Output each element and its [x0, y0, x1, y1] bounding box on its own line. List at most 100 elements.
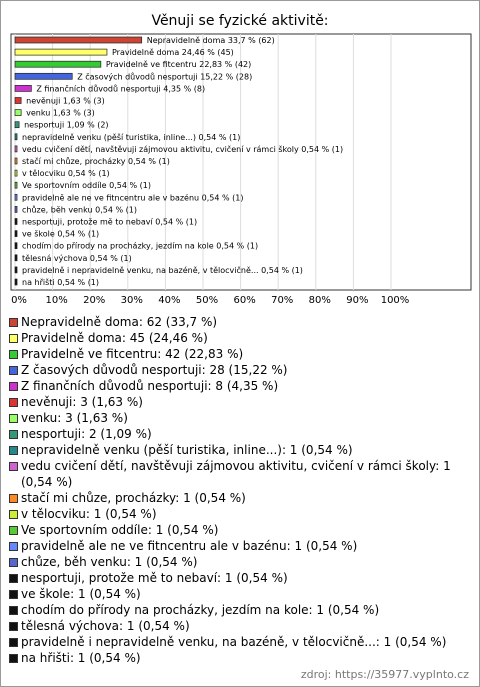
- legend-swatch: [9, 334, 18, 343]
- x-tick-label: 40%: [158, 295, 180, 306]
- legend-label: venku: 3 (1,63 %): [21, 411, 128, 425]
- bar-category: chůze, běh venku: [22, 204, 93, 214]
- x-tick-label: 90%: [346, 295, 368, 306]
- bar: [14, 157, 18, 165]
- bar-value-label: 0,54 % (1): [155, 217, 197, 226]
- bar-category: venku: [26, 108, 50, 117]
- bar-category: nesportuji: [24, 120, 64, 129]
- bar-label: chodím do přírody na procházky, jezdím n…: [22, 241, 258, 250]
- legend-swatch: [9, 510, 18, 519]
- bar-label: na hřišti 0,54 % (1): [22, 277, 99, 287]
- legend-swatch: [9, 462, 18, 471]
- bar-label: Pravidelně ve fitcentru 22,83 % (42): [106, 60, 251, 69]
- legend-swatch: [9, 542, 18, 551]
- bar: [14, 36, 143, 44]
- bar-label: nepravidelně venku (pěší turistika, inli…: [22, 131, 240, 141]
- bar: [14, 218, 18, 225]
- bar-category: stačí mi chůze, procházky: [22, 156, 126, 166]
- x-tick-label: 60%: [233, 295, 255, 306]
- bar-value-label: 0,54 % (1): [109, 181, 151, 190]
- legend-swatch: [9, 638, 18, 647]
- legend-label: na hřišti: 1 (0,54 %): [21, 651, 141, 665]
- bar-category: vedu cvičení dětí, navštěvuji zájmovou a…: [22, 143, 299, 153]
- bar-category: pravidelně ale ne ve fitncentru ale v ba…: [22, 192, 199, 202]
- bar-value-label: 24,46 % (45): [182, 48, 234, 57]
- legend-item: nesportuji, protože mě to nebaví: 1 (0,5…: [9, 570, 451, 586]
- bar-label: chůze, běh venku 0,54 % (1): [22, 204, 137, 214]
- x-tick-label: 80%: [309, 295, 331, 306]
- bar-value-label: 15,22 % (28): [200, 72, 252, 81]
- bar-category: ve škole: [22, 228, 55, 238]
- bar: [14, 169, 18, 177]
- legend-swatch: [9, 606, 18, 615]
- legend-label: v tělocviku: 1 (0,54 %): [21, 507, 157, 521]
- bar-value-label: 0,54 % (1): [128, 157, 170, 166]
- legend-swatch: [9, 382, 18, 391]
- legend-item: pravidelně ale ne ve fitncentru ale v ba…: [9, 538, 451, 554]
- bar-value-label: 0,54 % (1): [95, 205, 137, 214]
- bar: [14, 133, 18, 141]
- bar: [14, 121, 20, 129]
- legend-swatch: [9, 366, 18, 375]
- legend-label: nepravidelně venku (pěší turistika, inli…: [21, 443, 353, 457]
- source: zdroj: https://35977.vyplnto.cz: [300, 668, 469, 681]
- legend-item: tělesná výchova: 1 (0,54 %): [9, 618, 451, 634]
- bar: [14, 97, 22, 104]
- legend-label: ve škole: 1 (0,54 %): [21, 587, 141, 601]
- bar: [14, 60, 102, 68]
- legend-label: Pravidelně ve fitcentru: 42 (22,83 %): [21, 347, 244, 361]
- bar-category: chodím do přírody na procházky, jezdím n…: [22, 241, 214, 250]
- legend-label: chůze, běh venku: 1 (0,54 %): [21, 555, 198, 569]
- bar-value-label: 33,7 % (62): [228, 36, 275, 45]
- x-tick-label: 10%: [45, 295, 67, 306]
- bar: [14, 109, 22, 116]
- bar-value-label: 1,09 % (2): [67, 120, 109, 129]
- bar-label: Nepravidelně doma 33,7 % (62): [147, 36, 275, 45]
- bar-label: nesportuji 1,09 % (2): [24, 120, 108, 129]
- legend-label: nesportuji: 2 (1,09 %): [21, 427, 152, 441]
- legend-label: Z časových důvodů nesportuji: 28 (15,22 …: [21, 363, 288, 377]
- bar-value-label: 1,63 % (3): [53, 108, 95, 117]
- bar-label: pravidelně i nepravidelně venku, na bazé…: [22, 264, 303, 274]
- chart-title: Věnuji se fyzické aktivitě:: [151, 13, 328, 29]
- legend-label: pravidelně i nepravidelně venku, na bazé…: [21, 635, 447, 649]
- legend-swatch: [9, 430, 18, 439]
- bar-category: Pravidelně ve fitcentru: [106, 60, 197, 69]
- bar: [14, 278, 18, 286]
- bar-value-label: 1,63 % (3): [63, 96, 105, 105]
- bar-label: Pravidelně doma 24,46 % (45): [112, 48, 234, 57]
- legend: Nepravidelně doma: 62 (33,7 %) Pravidelně…: [9, 314, 459, 666]
- bar-category: na hřišti: [22, 277, 55, 287]
- bar-label: nesportuji, protože mě to nebaví 0,54 % …: [22, 217, 197, 226]
- legend-item: v tělocviku: 1 (0,54 %): [9, 506, 451, 522]
- bar-value-label: 0,54 % (1): [68, 169, 110, 178]
- legend-swatch: [9, 350, 18, 359]
- bar-label: stačí mi chůze, procházky 0,54 % (1): [22, 156, 170, 166]
- chart: Věnuji se fyzické aktivitě: 0% 10% 20% 30% 4…: [10, 13, 472, 306]
- legend-item: Z časových důvodů nesportuji: 28 (15,22 …: [9, 362, 451, 378]
- legend-item: ve škole: 1 (0,54 %): [9, 586, 451, 602]
- bar-value-label: 0,54 % (1): [301, 144, 343, 153]
- bar-value-label: 0,54 % (1): [57, 278, 99, 287]
- bar-value-label: 0,54 % (1): [216, 241, 258, 250]
- bar: [14, 193, 18, 201]
- legend-item: Z finančních důvodů nesportuji: 8 (4,35 …: [9, 378, 451, 394]
- legend-swatch: [9, 446, 18, 455]
- legend-swatch: [9, 318, 18, 327]
- x-tick-label: 100%: [381, 295, 410, 306]
- bar-label: pravidelně ale ne ve fitncentru ale v ba…: [22, 192, 243, 202]
- legend-item: na hřišti: 1 (0,54 %): [9, 650, 451, 666]
- legend-label: tělesná výchova: 1 (0,54 %): [21, 619, 190, 633]
- legend-swatch: [9, 590, 18, 599]
- x-tick-label: 50%: [196, 295, 218, 306]
- bar-label: Z finančních důvodů nesportuji 4,35 % (8…: [36, 83, 205, 93]
- legend-swatch: [9, 494, 18, 503]
- bar: [14, 206, 18, 213]
- bar-category: Pravidelně doma: [112, 48, 179, 57]
- legend-item: Ve sportovním oddíle: 1 (0,54 %): [9, 522, 451, 538]
- bar: [14, 145, 18, 153]
- legend-item: venku: 3 (1,63 %): [9, 410, 451, 426]
- bar: [14, 230, 18, 237]
- bar-category: nepravidelně venku (pěší turistika, inli…: [22, 131, 196, 141]
